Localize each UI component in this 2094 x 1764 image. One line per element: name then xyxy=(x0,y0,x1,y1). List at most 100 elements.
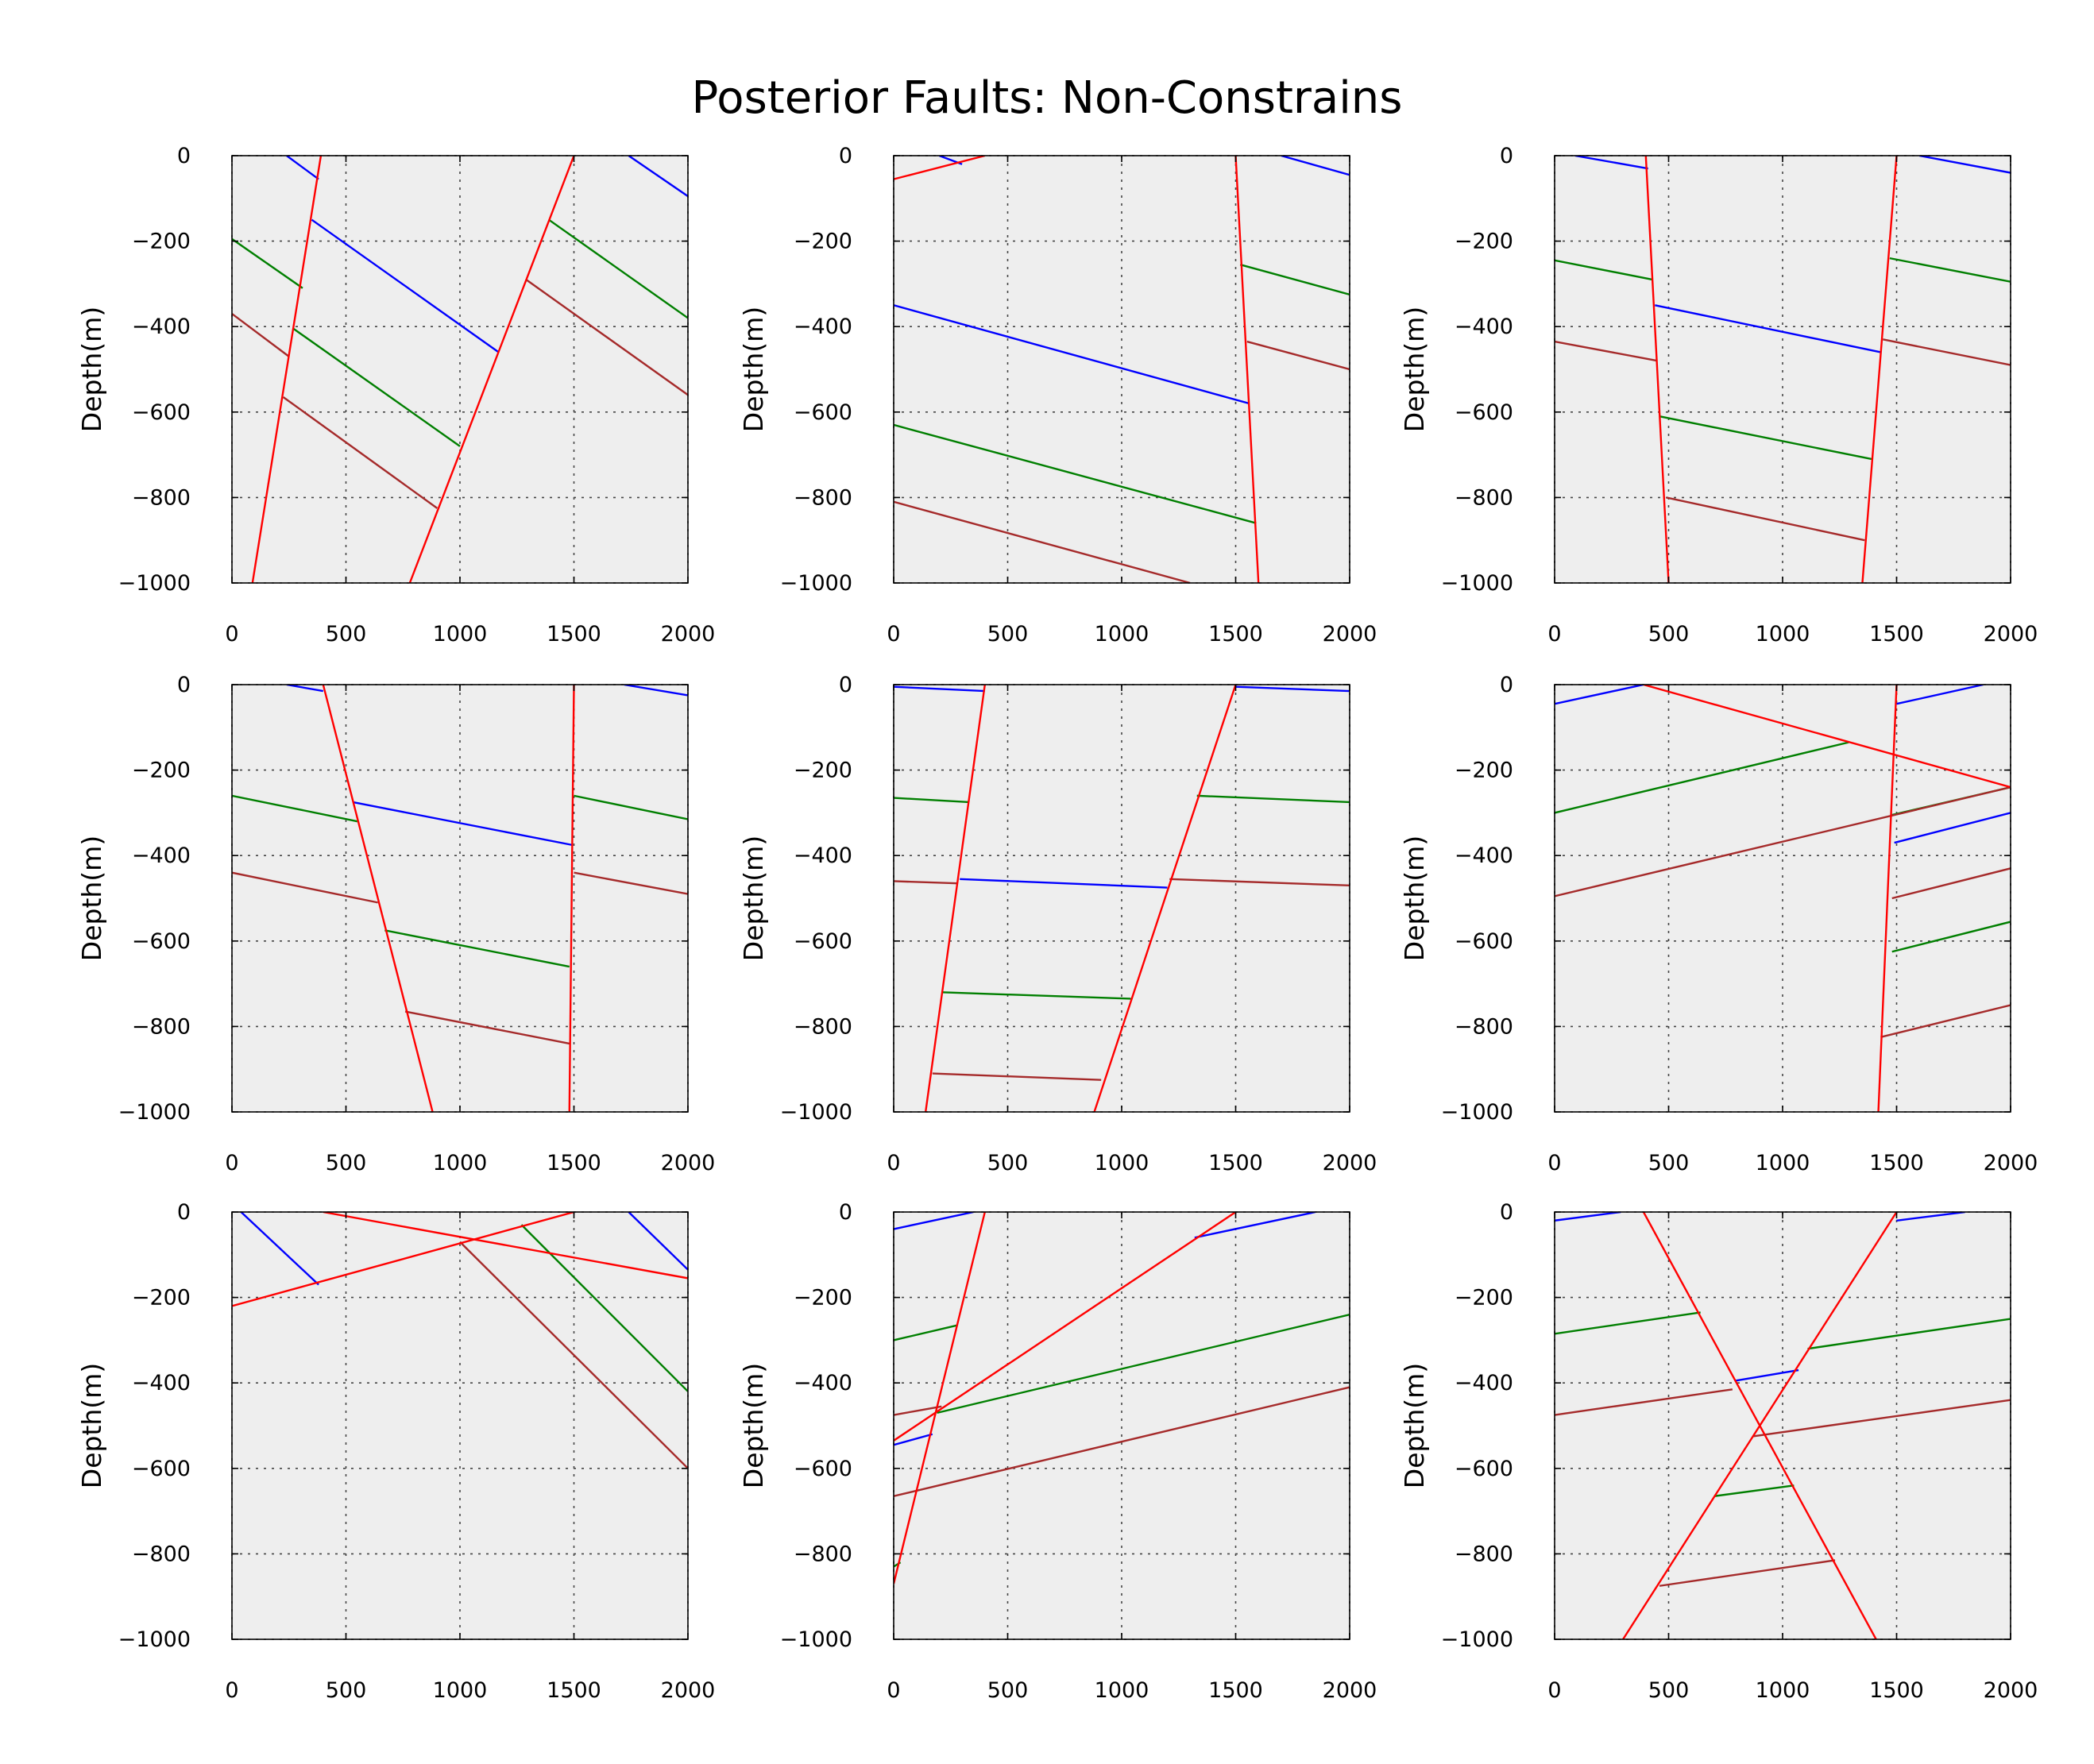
blue-segment xyxy=(1655,304,1881,353)
x-tick-label: 500 xyxy=(326,1151,367,1175)
y-tick-label: −600 xyxy=(794,1457,852,1481)
x-tick-label: 1000 xyxy=(1095,622,1149,647)
brown-segment xyxy=(894,1405,942,1416)
x-tick-label: 2000 xyxy=(661,1151,716,1175)
y-tick-label: 0 xyxy=(839,673,852,697)
brown-segment xyxy=(1659,1559,1836,1587)
subplot-3: 0 500 1000 1500 2000 0 −200 −400 −600 −800 −1000 De… xyxy=(1399,144,2038,647)
y-tick-label: −200 xyxy=(1455,758,1513,783)
blue-segment xyxy=(628,1212,688,1271)
blue-segment xyxy=(628,156,688,198)
red-segment xyxy=(1861,156,1898,583)
blue-segment xyxy=(240,1212,319,1286)
plot-background xyxy=(894,156,1350,583)
brown-segment xyxy=(894,1386,1350,1497)
x-tick-label: 1500 xyxy=(547,1678,601,1703)
red-segment xyxy=(1877,685,1898,1112)
brown-segment xyxy=(1169,878,1350,887)
y-axis-label: Depth(m) xyxy=(76,836,107,961)
blue-segment xyxy=(1574,156,1648,170)
x-tick-label: 1500 xyxy=(1869,1678,1924,1703)
subplot-8: 0 500 1000 1500 2000 0 −200 −400 −600 −800 −1000 De… xyxy=(738,1200,1377,1703)
red-segment xyxy=(408,156,575,583)
brown-segment xyxy=(1880,1004,2011,1039)
red-segment xyxy=(1643,685,2011,789)
y-tick-label: 0 xyxy=(1500,144,1513,168)
y-tick-label: 0 xyxy=(177,144,191,168)
y-tick-label: −600 xyxy=(132,400,191,425)
x-tick-label: 500 xyxy=(1648,1151,1690,1175)
x-tick-label: 1000 xyxy=(433,1678,488,1703)
fault-lines xyxy=(232,156,688,583)
x-tick-label: 0 xyxy=(225,1151,238,1175)
green-segment xyxy=(1555,1311,1701,1335)
y-tick-label: −400 xyxy=(794,1371,852,1395)
x-tick-label: 500 xyxy=(1648,1678,1690,1703)
brown-segment xyxy=(894,880,958,885)
y-axis-label: Depth(m) xyxy=(738,1363,769,1488)
y-tick-label: −200 xyxy=(794,1286,852,1310)
blue-segment xyxy=(1918,156,2011,174)
green-segment xyxy=(1891,921,2011,953)
blue-segment xyxy=(1896,685,1984,705)
blue-segment xyxy=(1896,1212,1965,1222)
y-tick-label: −400 xyxy=(132,1371,191,1395)
brown-segment xyxy=(232,871,378,904)
y-axis-label: Depth(m) xyxy=(76,307,107,432)
green-segment xyxy=(232,237,303,289)
y-tick-label: −400 xyxy=(794,315,852,339)
blue-segment xyxy=(894,1433,933,1446)
y-axis-label: Depth(m) xyxy=(738,307,769,432)
x-tick-label: 2000 xyxy=(1984,1151,2038,1175)
y-tick-label: −600 xyxy=(132,1457,191,1481)
x-tick-label: 0 xyxy=(1547,1151,1561,1175)
x-tick-label: 2000 xyxy=(1984,1678,2038,1703)
brown-segment xyxy=(1883,338,2011,366)
y-tick-label: −800 xyxy=(794,1542,852,1566)
y-tick-label: −200 xyxy=(794,230,852,254)
y-tick-label: −200 xyxy=(132,230,191,254)
fault-lines xyxy=(1555,1212,2011,1639)
green-segment xyxy=(232,794,358,823)
x-tick-label: 0 xyxy=(887,1678,900,1703)
fault-lines xyxy=(894,1212,1350,1585)
red-segment xyxy=(894,156,986,180)
red-segment xyxy=(924,685,986,1112)
red-segment xyxy=(568,685,575,1112)
y-tick-label: −800 xyxy=(794,1014,852,1039)
x-tick-label: 2000 xyxy=(1984,622,2038,647)
y-tick-label: −600 xyxy=(794,400,852,425)
x-tick-label: 500 xyxy=(1648,622,1690,647)
y-tick-label: −1000 xyxy=(118,1100,191,1125)
red-segment xyxy=(1622,1212,1898,1639)
y-tick-label: −600 xyxy=(794,929,852,954)
blue-segment xyxy=(894,685,985,693)
y-tick-label: −1000 xyxy=(780,1100,852,1125)
brown-segment xyxy=(1555,786,2011,897)
brown-segment xyxy=(232,313,290,357)
y-tick-label: 0 xyxy=(177,1200,191,1225)
x-tick-label: 1500 xyxy=(1869,622,1924,647)
green-segment xyxy=(1713,1484,1795,1497)
x-tick-label: 500 xyxy=(987,1151,1029,1175)
x-tick-label: 1500 xyxy=(1208,622,1263,647)
brown-segment xyxy=(1666,496,1865,542)
y-tick-label: 0 xyxy=(177,673,191,697)
green-segment xyxy=(292,327,461,447)
green-segment xyxy=(937,1313,1350,1415)
red-segment xyxy=(323,1212,688,1280)
red-segment xyxy=(1234,156,1260,583)
blue-segment xyxy=(1734,1368,1799,1382)
y-tick-label: −800 xyxy=(132,1542,191,1566)
red-segment xyxy=(322,685,434,1112)
plot-background xyxy=(1555,156,2011,583)
y-tick-label: −200 xyxy=(1455,230,1513,254)
green-segment xyxy=(941,991,1131,1000)
red-segment xyxy=(894,1212,986,1585)
subplot-6: 0 500 1000 1500 2000 0 −200 −400 −600 −800 −1000 De… xyxy=(1399,673,2038,1175)
green-segment xyxy=(894,423,1257,524)
y-tick-label: −400 xyxy=(132,315,191,339)
brown-segment xyxy=(894,500,1191,583)
panels: 0 500 1000 1500 2000 0 −200 −400 −600 −800 −1000 De… xyxy=(76,144,2038,1703)
y-tick-label: 0 xyxy=(839,1200,852,1225)
